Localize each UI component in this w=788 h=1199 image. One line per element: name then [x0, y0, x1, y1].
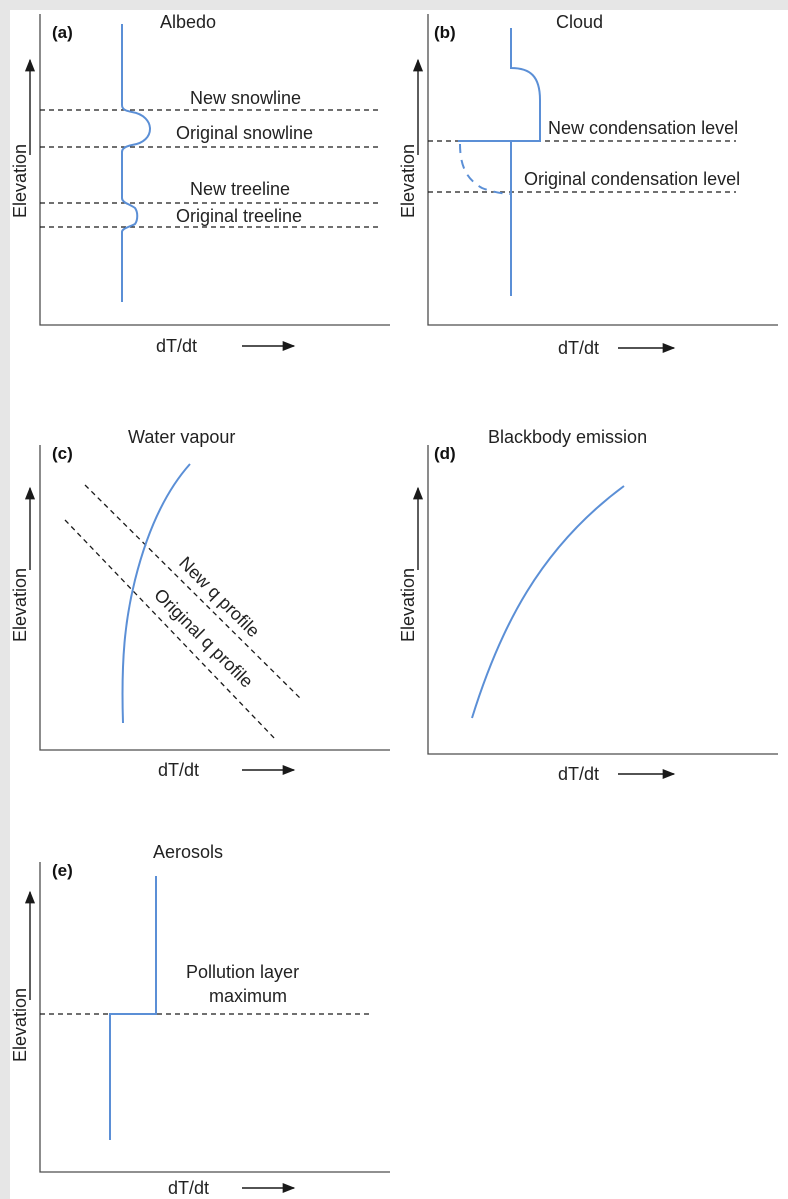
- panel-d-curve: [471, 485, 625, 719]
- panel-b-xlabel: dT/dt: [558, 338, 599, 358]
- panel-b-upper-curve: [458, 28, 541, 142]
- new-q-profile: [84, 484, 303, 701]
- panel-e-letter: (e): [52, 861, 73, 880]
- panel-b-axes: [427, 14, 778, 326]
- panel-c-curve: [121, 463, 191, 724]
- panel-b-ylabel: Elevation: [398, 144, 418, 218]
- panel-e-xlabel: dT/dt: [168, 1178, 209, 1198]
- panel-a-letter: (a): [52, 23, 73, 42]
- label-original-q-profile: Original q profile: [150, 585, 257, 692]
- panel-c-title: Water vapour: [128, 427, 235, 447]
- panel-d-title: Blackbody emission: [488, 427, 647, 447]
- panel-c: (c) Water vapour Elevation dT/dt New q p…: [10, 427, 390, 780]
- label-pollution-layer: Pollution layer: [186, 962, 299, 982]
- feedback-figure: (a) Albedo Elevation dT/dt New snowline …: [10, 10, 788, 1199]
- panel-b-title: Cloud: [556, 12, 603, 32]
- feedback-diagram: (a) Albedo Elevation dT/dt New snowline …: [10, 12, 778, 1198]
- panel-a-curve: [121, 24, 151, 302]
- panel-e-ylabel: Elevation: [10, 988, 30, 1062]
- label-original-condensation-level: Original condensation level: [524, 169, 740, 189]
- panel-c-ylabel: Elevation: [10, 568, 30, 642]
- panel-b: (b) Cloud Elevation dT/dt New condensati…: [398, 12, 778, 358]
- panel-a-title: Albedo: [160, 12, 216, 32]
- panel-e-axes: [39, 862, 390, 1173]
- panel-a-ylabel: Elevation: [10, 144, 30, 218]
- label-original-treeline: Original treeline: [176, 206, 302, 226]
- panel-c-xlabel: dT/dt: [158, 760, 199, 780]
- label-new-condensation-level: New condensation level: [548, 118, 738, 138]
- panel-b-original-curve: [459, 143, 512, 195]
- panel-b-letter: (b): [434, 23, 456, 42]
- panel-e-title: Aerosols: [153, 842, 223, 862]
- panel-a-xlabel: dT/dt: [156, 336, 197, 356]
- panel-e: (e) Aerosols Elevation dT/dt Pollution l…: [10, 842, 390, 1198]
- label-new-treeline: New treeline: [190, 179, 290, 199]
- panel-a-axes: [39, 14, 390, 326]
- panel-d-ylabel: Elevation: [398, 568, 418, 642]
- panel-a: (a) Albedo Elevation dT/dt New snowline …: [10, 12, 390, 356]
- panel-d-letter: (d): [434, 444, 456, 463]
- panel-d-axes: [427, 445, 778, 755]
- panel-c-letter: (c): [52, 444, 73, 463]
- label-new-snowline: New snowline: [190, 88, 301, 108]
- original-q-profile: [64, 519, 277, 741]
- panel-c-axes: [39, 445, 390, 751]
- panel-d-xlabel: dT/dt: [558, 764, 599, 784]
- label-maximum: maximum: [209, 986, 287, 1006]
- panel-d: (d) Blackbody emission Elevation dT/dt: [398, 427, 778, 784]
- label-original-snowline: Original snowline: [176, 123, 313, 143]
- panel-e-curve: [109, 876, 157, 1140]
